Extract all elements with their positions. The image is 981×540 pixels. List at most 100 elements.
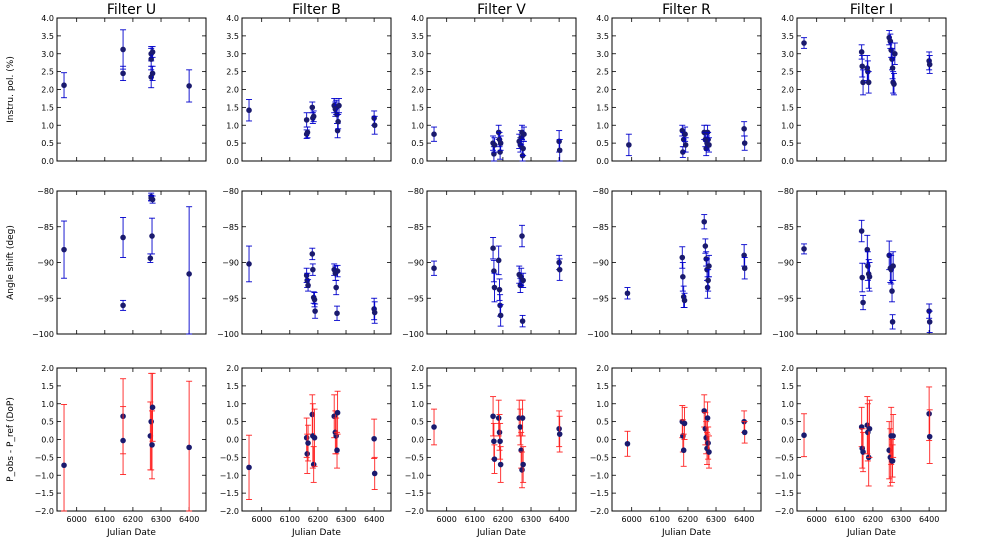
data-point [309,411,316,418]
y-tick-label: −85 [592,223,609,232]
y-tick-label: 0.0 [411,436,424,445]
y-tick-label: 2.0 [41,364,54,373]
data-point [149,233,155,239]
x-tick-label: 6400 [549,515,569,524]
data-point [891,81,897,87]
data-point [890,263,896,269]
y-tick-label: 2.5 [226,68,239,77]
data-point [887,38,894,45]
data-point [556,147,563,154]
x-tick-label: 6000 [66,515,86,524]
x-tick-label: 6000 [251,515,271,524]
panel-frame [796,367,947,512]
y-tick-label: 2.0 [781,364,794,373]
y-tick-label: 3.5 [226,32,239,41]
data-point [431,265,437,272]
y-tick-label: −90 [222,259,239,268]
panel-frame [56,190,207,335]
y-tick-label: −0.5 [35,453,54,462]
y-tick-label: 4.0 [781,14,794,23]
panel-frame [56,17,207,162]
y-tick-label: −95 [407,294,424,303]
data-point [186,83,192,89]
y-tick-label: −0.5 [590,453,609,462]
y-tick-label: 3.5 [411,32,424,41]
data-point [680,274,686,280]
data-point [556,259,562,266]
y-tick-label: 1.0 [596,400,609,409]
data-point [497,461,504,468]
y-tick-label: 0.0 [226,436,239,445]
x-tick-label: 6200 [863,515,883,524]
panel-frame [426,190,577,335]
y-tick-label: 1.0 [411,121,424,130]
y-tick-label: −1.0 [220,471,239,480]
y-tick-label: 0.5 [226,418,239,427]
data-point [497,149,503,155]
data-point [889,65,896,71]
y-tick-label: −85 [777,223,794,232]
data-point [491,284,498,291]
data-point [520,145,526,152]
x-tick-label: 6000 [806,515,826,524]
y-tick-label: 2.5 [411,68,424,77]
x-tick-label: 6300 [336,515,356,524]
y-tick-label: 3.0 [781,50,794,59]
data-point [371,470,378,477]
panel-frame [241,17,392,162]
data-point [491,151,497,157]
y-tick-label: 2.0 [781,86,794,95]
x-tick-label: 6400 [364,515,384,524]
data-point [120,234,126,241]
y-tick-label: 3.5 [41,32,54,41]
y-tick-label: −1.5 [35,489,54,498]
data-point [519,233,525,239]
data-point [120,46,126,53]
x-tick-label: 6100 [465,515,485,524]
y-tick-label: 2.0 [596,86,609,95]
data-point [371,309,378,316]
y-tick-label: 0.5 [781,139,794,148]
data-point [334,409,341,416]
y-tick-label: 3.0 [226,50,239,59]
y-tick-label: −1.0 [35,471,54,480]
y-tick-label: −85 [37,223,54,232]
y-tick-label: 1.5 [411,103,424,112]
y-tick-label: 1.0 [226,400,239,409]
y-tick-label: −1.0 [405,471,424,480]
data-point [120,70,126,77]
x-axis-label: Julian Date [106,528,156,538]
y-tick-label: −1.5 [590,489,609,498]
panel-frame [56,367,207,512]
x-tick-label: 6300 [891,515,911,524]
x-axis-label: Julian Date [476,528,526,538]
data-point [61,82,67,89]
data-point [491,268,497,274]
y-tick-label: −90 [37,259,54,268]
x-tick-label: 6300 [521,515,541,524]
x-tick-label: 6100 [835,515,855,524]
data-point [702,243,709,249]
data-point [310,266,316,273]
panel-frame [796,17,947,162]
data-point [309,251,316,257]
y-tick-label: −95 [777,294,794,303]
x-tick-label: 6200 [308,515,328,524]
data-point [61,462,67,469]
y-tick-label: 0.5 [41,418,54,427]
data-point [120,437,126,444]
data-point [741,126,747,132]
data-point [741,265,748,272]
data-point [521,131,527,137]
y-tick-label: −90 [407,259,424,268]
y-tick-label: 4.0 [596,14,609,23]
y-tick-label: −90 [592,259,609,268]
data-point [496,286,503,293]
y-tick-label: −80 [222,187,239,196]
data-point [304,129,311,136]
data-point [310,113,317,120]
y-tick-label: −0.5 [220,453,239,462]
data-point [497,302,503,309]
y-tick-label: −95 [592,294,609,303]
